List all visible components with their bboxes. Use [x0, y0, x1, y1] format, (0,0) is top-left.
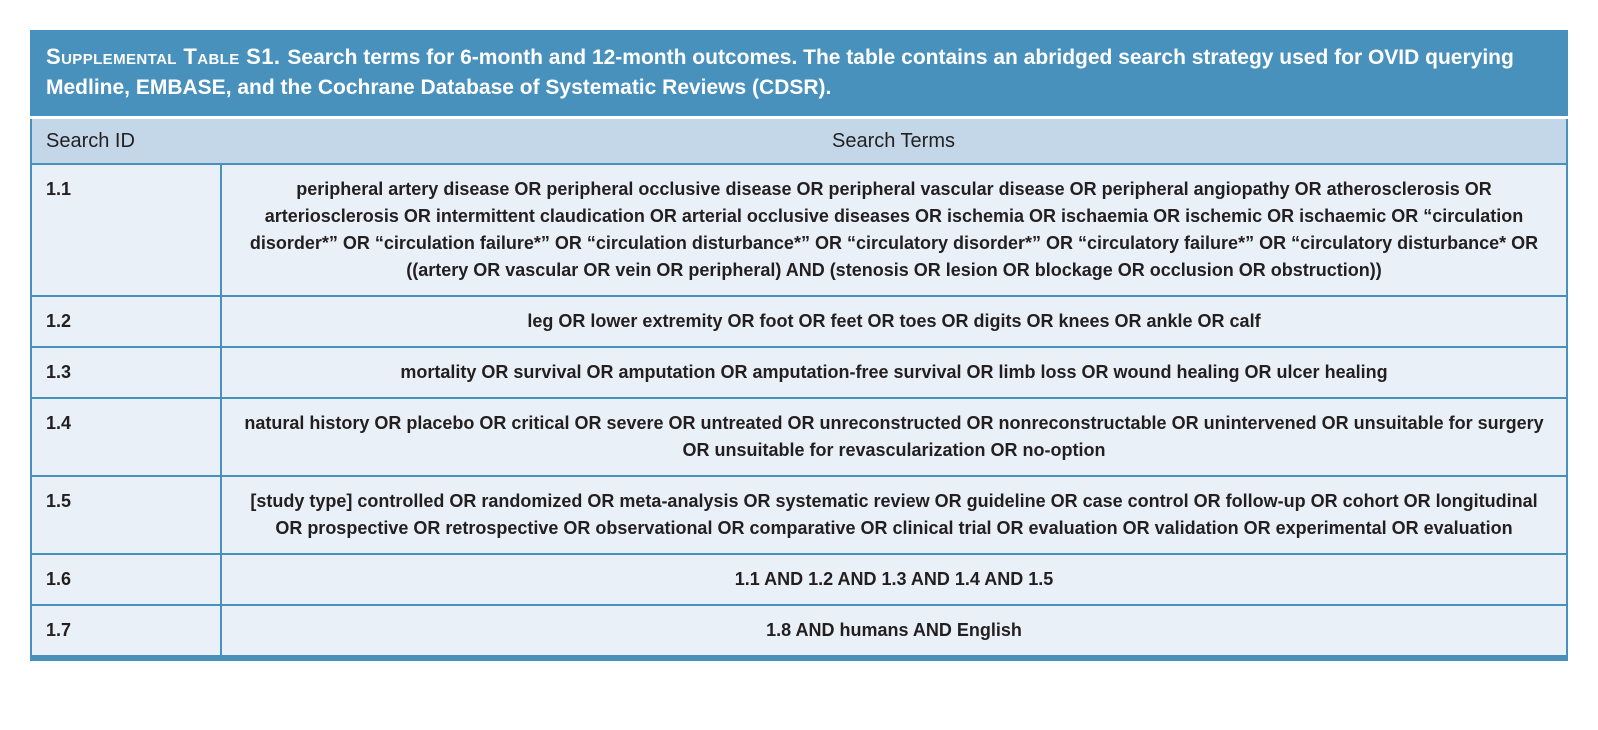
- search-terms-cell: 1.1 AND 1.2 AND 1.3 AND 1.4 AND 1.5: [220, 553, 1568, 606]
- search-terms-table: Search ID Search Terms 1.1 peripheral ar…: [30, 119, 1568, 661]
- supplemental-table: Supplemental Table S1. Search terms for 6…: [30, 30, 1568, 661]
- table-row: 1.4 natural history OR placebo OR critic…: [30, 397, 1568, 477]
- search-id-cell: 1.1: [30, 163, 222, 297]
- search-id-cell: 1.3: [30, 346, 222, 399]
- search-terms-cell: mortality OR survival OR amputation OR a…: [220, 346, 1568, 399]
- table-row: 1.2 leg OR lower extremity OR foot OR fe…: [30, 295, 1568, 348]
- table-row: 1.5 [study type] controlled OR randomize…: [30, 475, 1568, 555]
- column-header-row: Search ID Search Terms: [31, 119, 1567, 165]
- table-caption-label: Supplemental Table S1.: [46, 44, 281, 69]
- search-terms-cell: peripheral artery disease OR peripheral …: [220, 163, 1568, 297]
- column-header-search-id: Search ID: [31, 119, 221, 165]
- table-caption: Supplemental Table S1. Search terms for 6…: [30, 30, 1568, 116]
- column-header-search-terms: Search Terms: [221, 119, 1567, 165]
- table-row: 1.7 1.8 AND humans AND English: [30, 604, 1568, 659]
- search-id-cell: 1.6: [30, 553, 222, 606]
- search-id-cell: 1.5: [30, 475, 222, 555]
- search-terms-cell: natural history OR placebo OR critical O…: [220, 397, 1568, 477]
- table-row: 1.1 peripheral artery disease OR periphe…: [30, 163, 1568, 297]
- table-row: 1.3 mortality OR survival OR amputation …: [30, 346, 1568, 399]
- search-terms-cell: leg OR lower extremity OR foot OR feet O…: [220, 295, 1568, 348]
- table-caption-text: Search terms for 6-month and 12-month ou…: [46, 46, 1514, 99]
- search-id-cell: 1.4: [30, 397, 222, 477]
- search-terms-cell: 1.8 AND humans AND English: [220, 604, 1568, 659]
- table-row: 1.6 1.1 AND 1.2 AND 1.3 AND 1.4 AND 1.5: [30, 553, 1568, 606]
- search-id-cell: 1.2: [30, 295, 222, 348]
- search-terms-cell: [study type] controlled OR randomized OR…: [220, 475, 1568, 555]
- search-id-cell: 1.7: [30, 604, 222, 659]
